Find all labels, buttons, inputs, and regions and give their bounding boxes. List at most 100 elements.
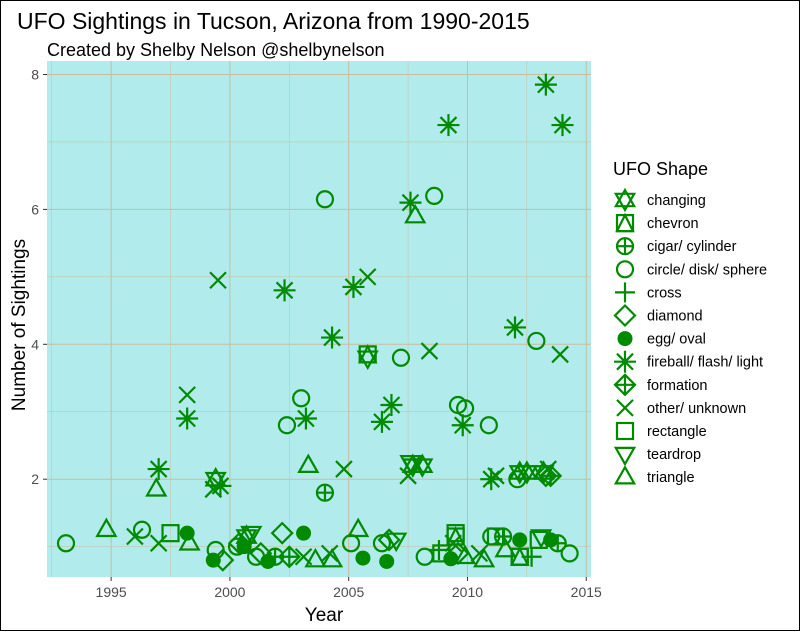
point-teardrop [399,455,422,475]
point-rectangle [486,527,506,546]
y-tick-label: 8 [31,66,39,82]
legend-key-rectangle [615,421,635,441]
legend-label-triangle: triangle [647,470,695,486]
legend-key-circle-disk-sphere [615,260,635,279]
point-teardrop [240,525,263,546]
legend-label-formation: formation [647,378,707,394]
point-egg-oval [512,532,528,548]
point-rectangle [432,544,451,563]
point-circle-disk-sphere [479,416,498,435]
y-axis-ticks: 2 4 6 8 [31,66,47,487]
legend-label-rectangle: rectangle [647,424,707,440]
point-fireball-flash-light [147,458,170,481]
point-circle-disk-sphere [132,520,152,539]
legend-key-teardrop [613,446,637,467]
point-circle-disk-sphere [277,416,297,435]
chart-subtitle: Created by Shelby Nelson @shelbynelson [47,40,384,60]
point-other-unknown [335,460,353,478]
y-tick-label: 4 [31,336,39,352]
grid-lines [47,61,591,577]
point-fireball-flash-light [451,414,474,437]
point-diamond [377,528,401,552]
legend-label-chevron: chevron [647,216,699,232]
x-axis-label: Year [305,605,344,626]
legend-label-changing: changing [647,193,706,209]
point-egg-oval [379,553,395,569]
x-tick-label: 2010 [452,584,483,600]
x-tick-label: 2005 [333,584,364,600]
point-circle-disk-sphere [315,190,335,209]
point-triangle [297,453,320,474]
legend-key-diamond [613,303,637,328]
point-fireball-flash-light [534,73,557,96]
point-fireball-flash-light [209,474,232,497]
x-axis-ticks: 1995 2000 2005 2010 2015 [96,577,602,600]
point-fireball-flash-light [294,407,317,430]
point-changing [411,453,434,478]
legend-title: UFO Shape [613,159,708,179]
point-triangle [454,544,477,565]
point-egg-oval [296,525,312,541]
legend-key-chevron [615,212,635,233]
y-tick-label: 2 [31,471,39,487]
point-egg-oval [443,551,459,567]
y-tick-label: 6 [31,201,39,217]
point-other-unknown [539,460,558,478]
point-changing [515,460,538,485]
legend-key-formation [613,373,637,397]
legend-key-triangle [613,464,637,485]
point-other-unknown [358,268,377,286]
data-points [56,73,579,572]
legend-key-changing [613,187,637,213]
legend-key-egg-oval [617,331,633,347]
point-fireball-flash-light [176,407,199,430]
point-other-unknown [470,544,489,563]
point-circle-disk-sphere [527,331,546,351]
legend-label-fireball-flash-light: fireball/ flash/ light [647,355,763,371]
legend-key-cross [615,282,635,303]
point-other-unknown [149,534,168,553]
point-fireball-flash-light [551,114,574,137]
point-triangle [178,531,201,551]
point-fireball-flash-light [273,279,296,302]
point-circle-disk-sphere [56,534,76,553]
x-tick-label: 2000 [214,584,245,600]
point-egg-oval [355,550,371,566]
point-triangle [304,547,327,568]
point-other-unknown [551,345,569,364]
point-other-unknown [487,467,505,485]
point-diamond [270,521,294,545]
legend-label-cigar-cylinder: cigar/ cylinder [647,239,737,255]
point-rectangle [446,524,465,543]
point-triangle [95,517,118,538]
point-triangle [347,517,370,538]
point-circle-disk-sphere [508,470,527,489]
point-rectangle [161,524,180,543]
point-circle-disk-sphere [455,399,475,418]
legend-key-other-unknown [616,399,634,417]
point-triangle [320,547,344,568]
plot-panel [47,61,591,577]
point-fireball-flash-light [503,316,526,339]
legend-label-other-unknown: other/ unknown [647,401,746,417]
point-teardrop [385,532,408,553]
legend-label-circle-disk-sphere: circle/ disk/ sphere [647,262,767,278]
point-fireball-flash-light [399,191,422,214]
point-circle-disk-sphere [372,534,392,553]
point-triangle [473,547,496,568]
point-formation [277,545,301,569]
y-axis-label: Number of Sightings [9,239,30,411]
point-other-unknown [204,480,223,499]
point-circle-disk-sphere [560,544,579,563]
point-rectangle [529,530,548,550]
legend-key-cigar-cylinder [615,237,635,256]
point-circle-disk-sphere [425,186,444,206]
chart-title: UFO Sightings in Tucson, Arizona from 19… [17,8,530,34]
point-triangle [494,537,517,558]
point-fireball-flash-light [342,275,365,298]
point-triangle [145,477,168,497]
legend-label-cross: cross [647,285,682,301]
point-egg-oval [236,539,252,555]
